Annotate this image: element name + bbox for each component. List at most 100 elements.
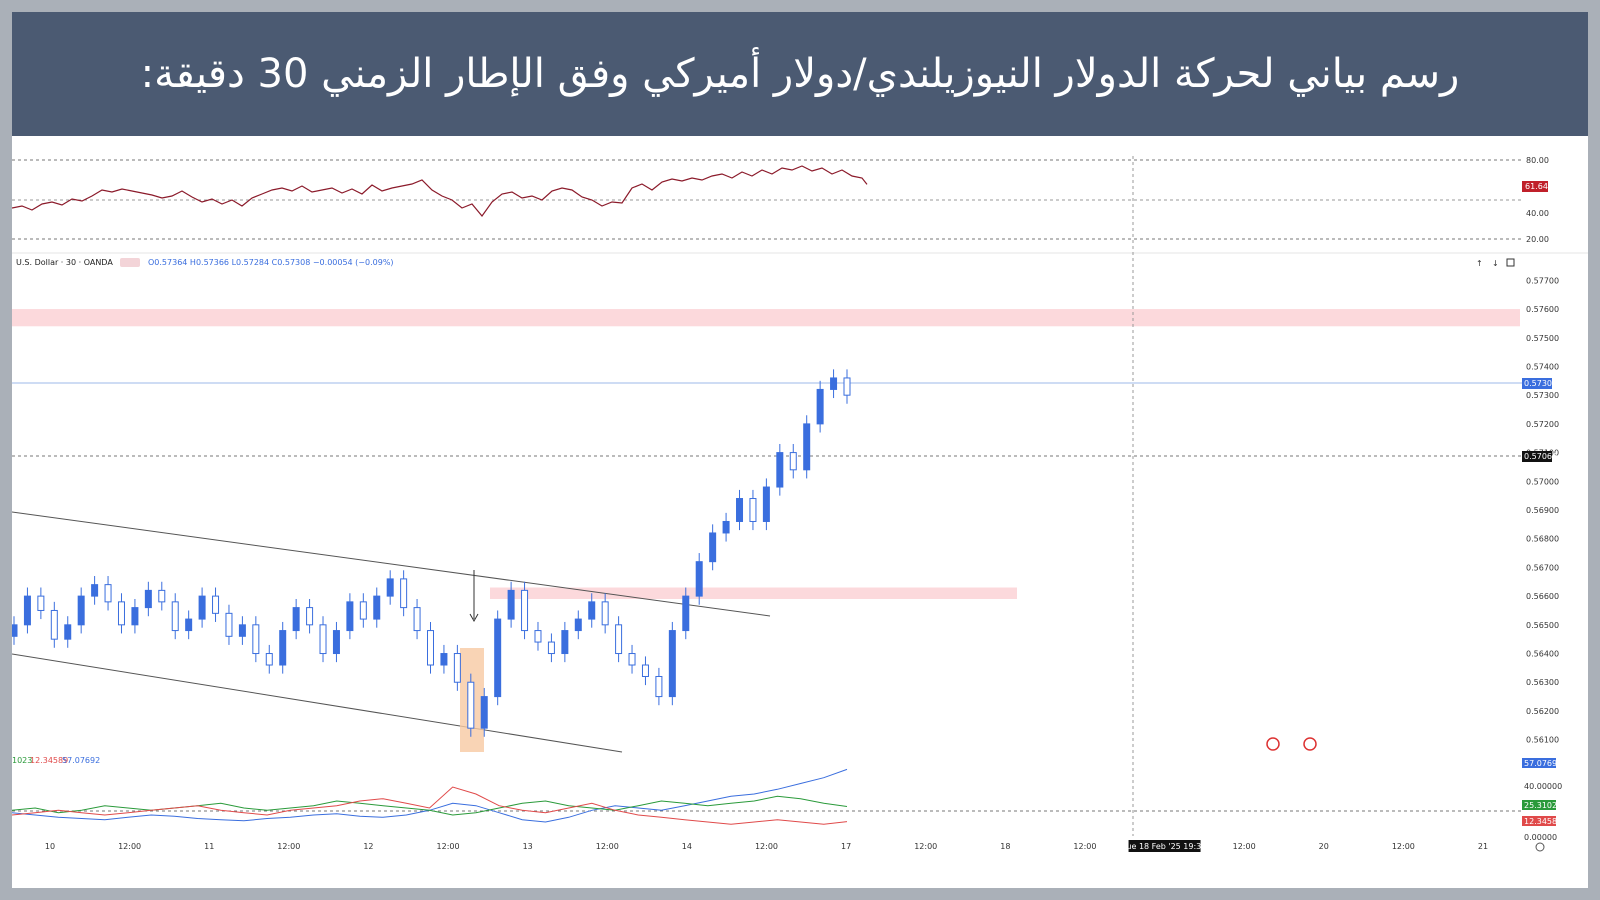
candle-body — [252, 624, 260, 655]
page-title: رسم بياني لحركة الدولار النيوزيلندي/دولا… — [140, 51, 1460, 97]
candle-body — [144, 589, 152, 609]
price-tick-label: 0.56700 — [1526, 563, 1559, 572]
rsi-last-badge — [1522, 181, 1548, 192]
candle-body — [453, 653, 461, 683]
chart-frame: رسم بياني لحركة الدولار النيوزيلندي/دولا… — [12, 12, 1588, 888]
arrow-up-icon[interactable]: ↑ — [1476, 259, 1483, 268]
candle-body — [37, 595, 45, 611]
candle-body — [171, 601, 179, 632]
dmi-badge-minus — [1522, 816, 1556, 826]
candle-body — [628, 653, 636, 666]
candle-body — [467, 681, 475, 729]
time-tick-label: 12:00 — [1392, 842, 1415, 851]
candle-body — [413, 607, 421, 632]
candle-body — [601, 601, 609, 626]
price-tick-label: 0.57700 — [1526, 276, 1559, 285]
time-axis: 10 12:00 11 12:00 12 12:00 13 12:00 14 12:00 17 12:… — [45, 840, 1488, 852]
candle-body — [830, 377, 838, 390]
time-tick-label: 12 — [363, 842, 373, 851]
candle-body — [722, 520, 730, 534]
settings-gear-icon[interactable] — [1535, 842, 1545, 852]
candle-body — [749, 498, 757, 522]
dmi-panel: 1023 12.34589 57.07692 40.00000 0.00000 … — [12, 756, 1562, 842]
dmi-badge-plus — [1522, 800, 1556, 810]
candle-body — [23, 595, 31, 626]
candle-body — [50, 609, 58, 640]
candle-body — [279, 630, 287, 666]
time-tick-label: 12:00 — [755, 842, 778, 851]
rsi-tick-20: 20.00 — [1526, 235, 1549, 244]
time-tick-label: 17 — [841, 842, 851, 851]
time-tick-label: 12:00 — [1073, 842, 1096, 851]
price-tick-label: 0.56900 — [1526, 506, 1559, 515]
price-tick-label: 0.57300 — [1526, 391, 1559, 400]
candle-body — [789, 452, 797, 471]
title-banner: رسم بياني لحركة الدولار النيوزيلندي/دولا… — [12, 12, 1588, 136]
candle-body — [185, 618, 193, 632]
us-flag-event-icon — [1303, 737, 1317, 751]
candle-body — [225, 612, 233, 637]
candle-body — [615, 624, 623, 655]
candle-body — [776, 452, 784, 488]
symbol-bar: U.S. Dollar · 30 · OANDA O0.57364 H0.573… — [16, 258, 1515, 268]
time-tick-label: 20 — [1319, 842, 1329, 851]
time-tick-label: 13 — [523, 842, 533, 851]
candle-body — [265, 653, 273, 666]
candle-body — [534, 630, 542, 643]
arrow-down-icon[interactable]: ↓ — [1492, 259, 1499, 268]
candle-body — [494, 618, 502, 698]
arrow-down-marker-icon — [469, 613, 479, 623]
time-tick-label: 12:00 — [914, 842, 937, 851]
price-tick-label: 0.57600 — [1526, 305, 1559, 314]
time-tick-label: 14 — [682, 842, 692, 851]
dmi-legend-2: 57.07692 — [62, 756, 100, 765]
price-tick-label: 0.57000 — [1526, 477, 1559, 486]
dmi-badge-minus-label: 12.34589 — [1524, 817, 1562, 826]
candle-body — [574, 618, 582, 632]
svg-text:↓: ↓ — [1492, 259, 1499, 268]
time-tick-label: 12:00 — [437, 842, 460, 851]
candle-body — [440, 653, 448, 666]
crosshair-price-badge — [1522, 451, 1552, 462]
candle-body — [547, 641, 555, 655]
price-tick-label: 0.56500 — [1526, 621, 1559, 630]
time-tick-label: 12:00 — [596, 842, 619, 851]
candle-body — [292, 607, 300, 632]
candle-body — [521, 589, 529, 632]
candle-body — [198, 595, 206, 620]
candle-body — [77, 595, 85, 626]
time-tick-label: 12:00 — [118, 842, 141, 851]
dmi-tick-40: 40.00000 — [1524, 782, 1562, 791]
candle-body — [803, 423, 811, 471]
dmi-tick-0: 0.00000 — [1524, 833, 1557, 842]
dmi-legend-0: 1023 — [12, 756, 32, 765]
supply-zone — [12, 309, 1520, 327]
rsi-panel: 80.00 40.00 20.00 61.64 — [12, 156, 1549, 244]
chart-area[interactable]: 80.00 40.00 20.00 61.64 U.S. Dollar · 30… — [12, 136, 1588, 888]
time-tick-label: 18 — [1000, 842, 1010, 851]
candle-body — [158, 589, 166, 603]
channel-upper-line — [12, 511, 771, 617]
dmi-badge-adx — [1522, 758, 1556, 768]
candle-body — [12, 624, 18, 637]
candle-body — [332, 630, 340, 655]
candle-body — [668, 630, 676, 698]
di-minus-line — [12, 786, 848, 825]
svg-text:↑: ↑ — [1476, 259, 1483, 268]
candle-body — [641, 664, 649, 677]
price-tick-label: 0.57500 — [1526, 334, 1559, 343]
time-tick-label: 11 — [204, 842, 214, 851]
last-price-badge — [1522, 378, 1552, 389]
refresh-icon[interactable] — [1506, 258, 1515, 267]
candle-body — [816, 388, 824, 425]
candle-body — [736, 498, 744, 522]
eye-icon — [120, 258, 140, 267]
candle-body — [238, 624, 246, 637]
candle-body — [709, 532, 717, 563]
symbol-label: U.S. Dollar · 30 · OANDA — [16, 258, 113, 267]
candle-body — [131, 607, 139, 626]
channel-lower-line — [12, 653, 623, 753]
candle-body — [507, 589, 515, 620]
candle-body — [91, 584, 99, 597]
dmi-badge-adx-label: 57.07692 — [1524, 759, 1562, 768]
